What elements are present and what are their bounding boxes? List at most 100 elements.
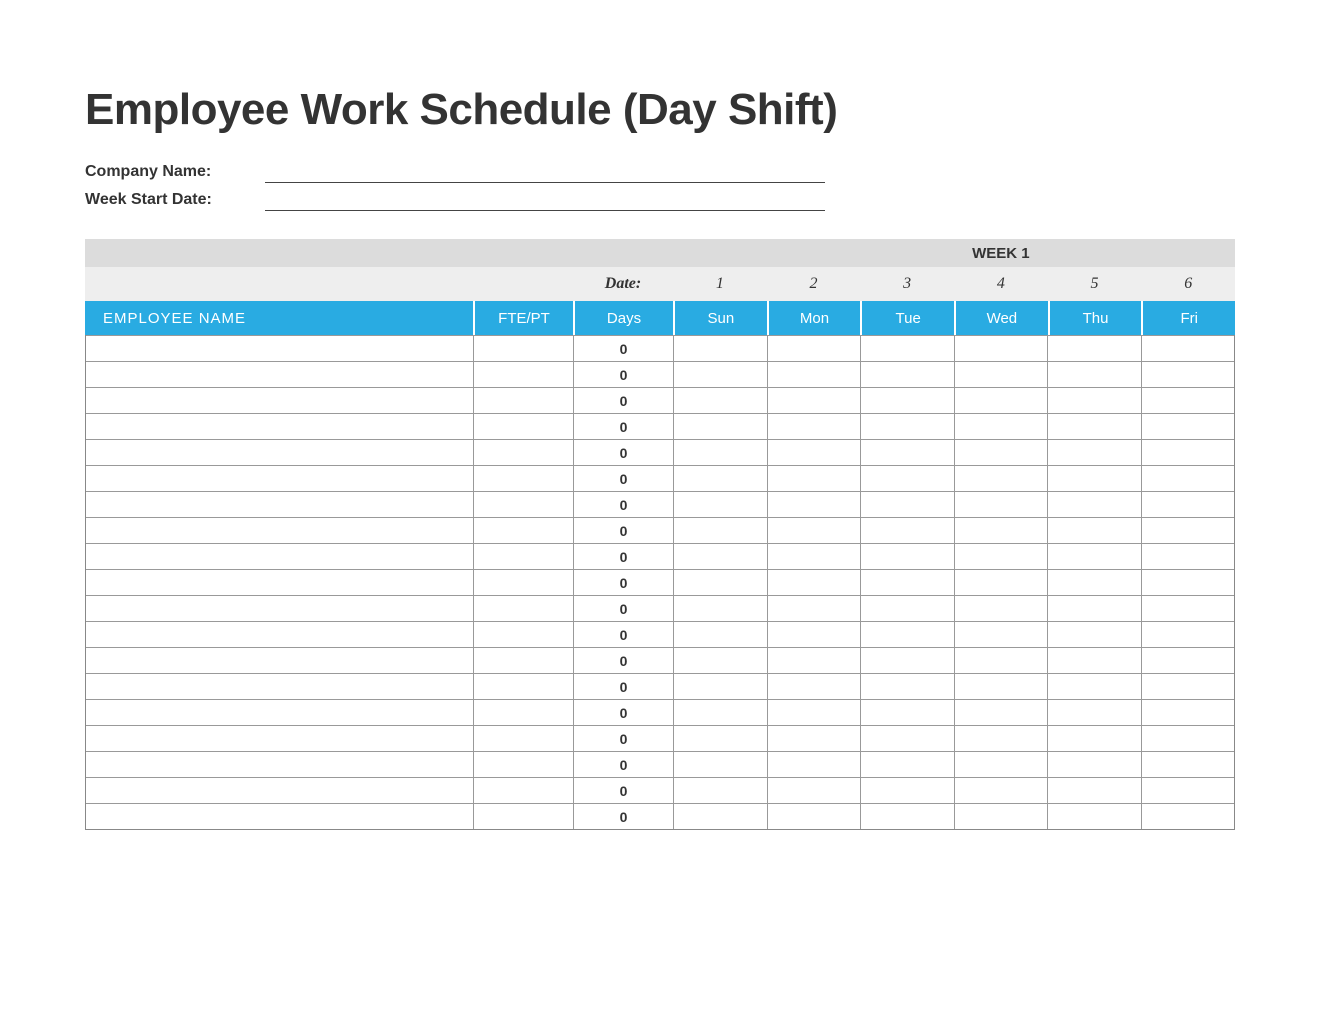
fte-cell[interactable] bbox=[474, 752, 574, 777]
shift-cell[interactable] bbox=[674, 778, 768, 803]
fte-cell[interactable] bbox=[474, 518, 574, 543]
shift-cell[interactable] bbox=[1142, 648, 1235, 673]
shift-cell[interactable] bbox=[674, 544, 768, 569]
shift-cell[interactable] bbox=[768, 440, 862, 465]
shift-cell[interactable] bbox=[955, 492, 1049, 517]
shift-cell[interactable] bbox=[1142, 414, 1235, 439]
shift-cell[interactable] bbox=[955, 466, 1049, 491]
shift-cell[interactable] bbox=[955, 388, 1049, 413]
shift-cell[interactable] bbox=[861, 752, 955, 777]
shift-cell[interactable] bbox=[861, 648, 955, 673]
employee-name-cell[interactable] bbox=[86, 466, 474, 491]
shift-cell[interactable] bbox=[1142, 596, 1235, 621]
fte-cell[interactable] bbox=[474, 362, 574, 387]
shift-cell[interactable] bbox=[861, 466, 955, 491]
shift-cell[interactable] bbox=[768, 518, 862, 543]
shift-cell[interactable] bbox=[1048, 778, 1142, 803]
shift-cell[interactable] bbox=[861, 440, 955, 465]
shift-cell[interactable] bbox=[861, 518, 955, 543]
shift-cell[interactable] bbox=[955, 726, 1049, 751]
fte-cell[interactable] bbox=[474, 622, 574, 647]
fte-cell[interactable] bbox=[474, 596, 574, 621]
shift-cell[interactable] bbox=[955, 648, 1049, 673]
fte-cell[interactable] bbox=[474, 492, 574, 517]
shift-cell[interactable] bbox=[955, 778, 1049, 803]
shift-cell[interactable] bbox=[861, 362, 955, 387]
employee-name-cell[interactable] bbox=[86, 414, 474, 439]
shift-cell[interactable] bbox=[768, 492, 862, 517]
shift-cell[interactable] bbox=[1142, 544, 1235, 569]
shift-cell[interactable] bbox=[1048, 726, 1142, 751]
shift-cell[interactable] bbox=[1048, 752, 1142, 777]
shift-cell[interactable] bbox=[1048, 440, 1142, 465]
shift-cell[interactable] bbox=[674, 648, 768, 673]
shift-cell[interactable] bbox=[861, 674, 955, 699]
shift-cell[interactable] bbox=[1142, 466, 1235, 491]
shift-cell[interactable] bbox=[1048, 544, 1142, 569]
shift-cell[interactable] bbox=[955, 440, 1049, 465]
shift-cell[interactable] bbox=[1048, 804, 1142, 829]
fte-cell[interactable] bbox=[474, 648, 574, 673]
shift-cell[interactable] bbox=[1048, 700, 1142, 725]
employee-name-cell[interactable] bbox=[86, 518, 474, 543]
shift-cell[interactable] bbox=[1142, 570, 1235, 595]
shift-cell[interactable] bbox=[1142, 778, 1235, 803]
employee-name-cell[interactable] bbox=[86, 752, 474, 777]
shift-cell[interactable] bbox=[768, 700, 862, 725]
shift-cell[interactable] bbox=[955, 700, 1049, 725]
shift-cell[interactable] bbox=[768, 544, 862, 569]
employee-name-cell[interactable] bbox=[86, 648, 474, 673]
shift-cell[interactable] bbox=[955, 544, 1049, 569]
employee-name-cell[interactable] bbox=[86, 804, 474, 829]
shift-cell[interactable] bbox=[1142, 674, 1235, 699]
shift-cell[interactable] bbox=[768, 466, 862, 491]
shift-cell[interactable] bbox=[955, 362, 1049, 387]
shift-cell[interactable] bbox=[768, 648, 862, 673]
company-input-line[interactable] bbox=[265, 165, 825, 183]
shift-cell[interactable] bbox=[861, 492, 955, 517]
fte-cell[interactable] bbox=[474, 336, 574, 361]
shift-cell[interactable] bbox=[861, 570, 955, 595]
shift-cell[interactable] bbox=[768, 726, 862, 751]
shift-cell[interactable] bbox=[861, 336, 955, 361]
shift-cell[interactable] bbox=[1048, 492, 1142, 517]
shift-cell[interactable] bbox=[1142, 440, 1235, 465]
shift-cell[interactable] bbox=[861, 726, 955, 751]
shift-cell[interactable] bbox=[674, 362, 768, 387]
shift-cell[interactable] bbox=[674, 596, 768, 621]
shift-cell[interactable] bbox=[674, 414, 768, 439]
shift-cell[interactable] bbox=[861, 622, 955, 647]
shift-cell[interactable] bbox=[674, 674, 768, 699]
shift-cell[interactable] bbox=[955, 674, 1049, 699]
shift-cell[interactable] bbox=[1142, 336, 1235, 361]
employee-name-cell[interactable] bbox=[86, 622, 474, 647]
week-start-input-line[interactable] bbox=[265, 193, 825, 211]
shift-cell[interactable] bbox=[768, 362, 862, 387]
shift-cell[interactable] bbox=[674, 518, 768, 543]
shift-cell[interactable] bbox=[1142, 362, 1235, 387]
fte-cell[interactable] bbox=[474, 544, 574, 569]
shift-cell[interactable] bbox=[674, 700, 768, 725]
fte-cell[interactable] bbox=[474, 726, 574, 751]
shift-cell[interactable] bbox=[1048, 362, 1142, 387]
shift-cell[interactable] bbox=[1142, 492, 1235, 517]
shift-cell[interactable] bbox=[768, 388, 862, 413]
shift-cell[interactable] bbox=[1142, 622, 1235, 647]
shift-cell[interactable] bbox=[955, 518, 1049, 543]
employee-name-cell[interactable] bbox=[86, 492, 474, 517]
shift-cell[interactable] bbox=[1048, 648, 1142, 673]
shift-cell[interactable] bbox=[674, 440, 768, 465]
shift-cell[interactable] bbox=[1048, 596, 1142, 621]
shift-cell[interactable] bbox=[955, 570, 1049, 595]
shift-cell[interactable] bbox=[768, 596, 862, 621]
fte-cell[interactable] bbox=[474, 414, 574, 439]
shift-cell[interactable] bbox=[955, 804, 1049, 829]
shift-cell[interactable] bbox=[674, 622, 768, 647]
shift-cell[interactable] bbox=[1142, 518, 1235, 543]
shift-cell[interactable] bbox=[768, 804, 862, 829]
fte-cell[interactable] bbox=[474, 804, 574, 829]
shift-cell[interactable] bbox=[1048, 622, 1142, 647]
shift-cell[interactable] bbox=[955, 596, 1049, 621]
shift-cell[interactable] bbox=[674, 726, 768, 751]
fte-cell[interactable] bbox=[474, 466, 574, 491]
